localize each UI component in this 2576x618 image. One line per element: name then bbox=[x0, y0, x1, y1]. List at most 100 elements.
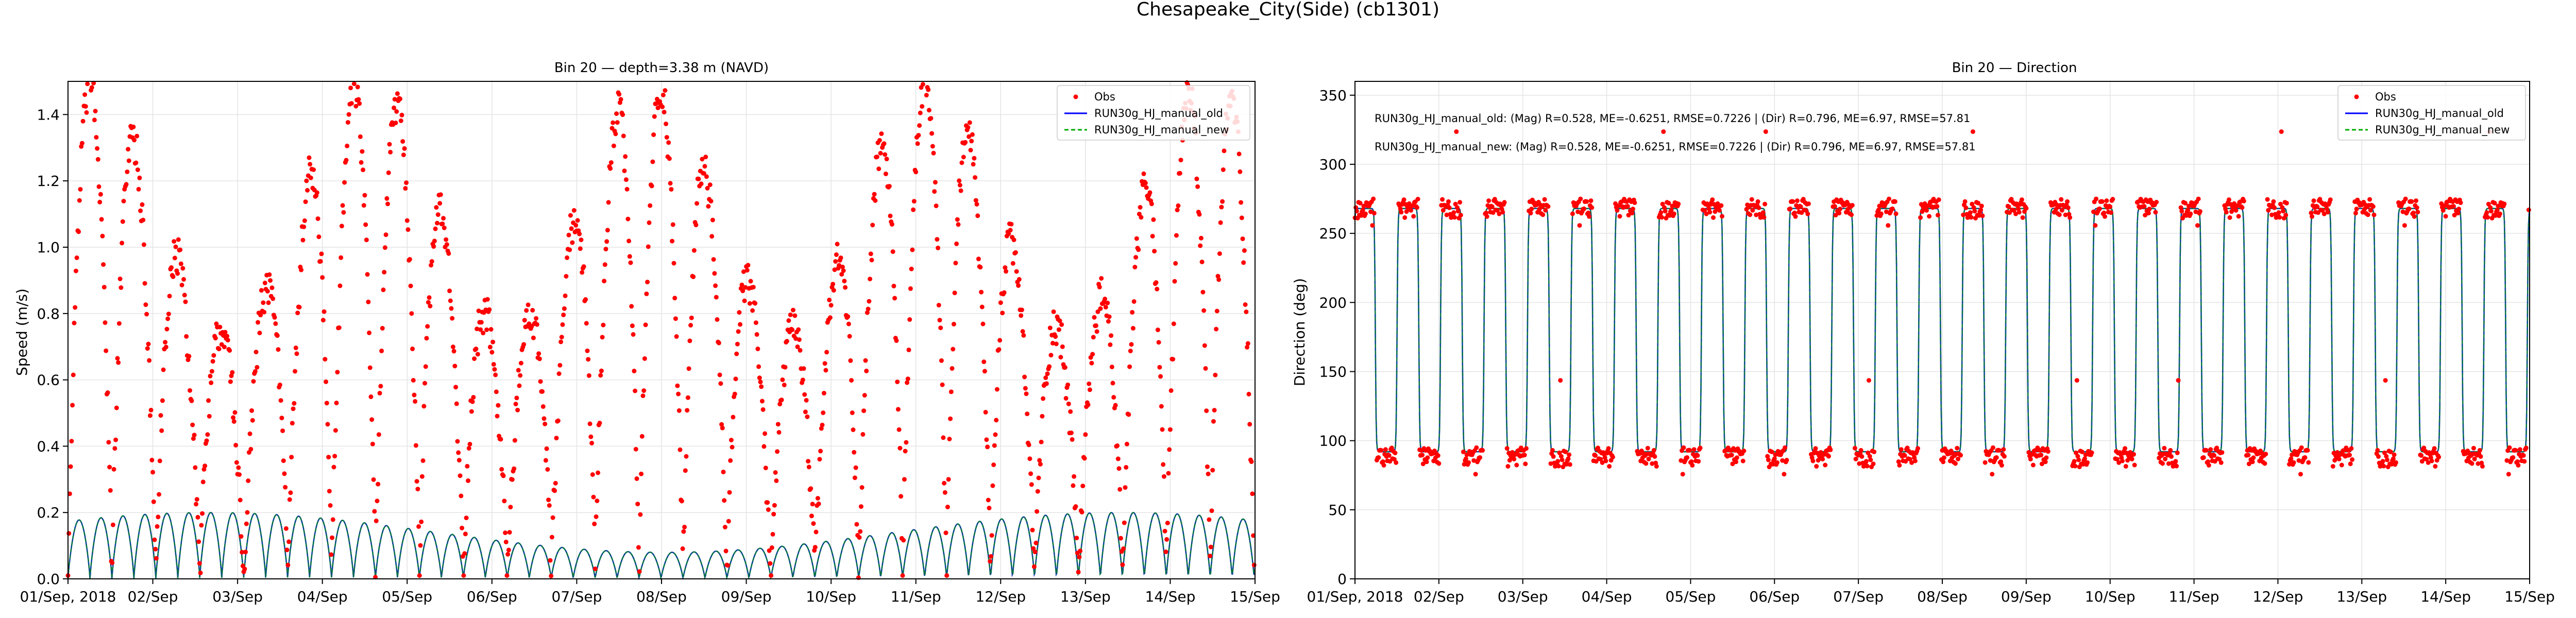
obs-point bbox=[684, 454, 689, 459]
obs-point bbox=[144, 312, 149, 317]
obs-point bbox=[761, 444, 766, 449]
obs-point bbox=[968, 121, 972, 125]
obs-point bbox=[2265, 197, 2270, 202]
obs-point bbox=[1168, 427, 1173, 432]
speed-obs-points bbox=[66, 80, 1257, 580]
obs-point bbox=[832, 288, 836, 293]
obs-point bbox=[1524, 446, 1529, 451]
obs-point bbox=[537, 356, 542, 361]
obs-point bbox=[989, 554, 993, 559]
obs-point bbox=[1529, 207, 1534, 211]
obs-point bbox=[2303, 455, 2308, 460]
obs-point bbox=[365, 272, 370, 277]
obs-point bbox=[1116, 456, 1121, 461]
obs-point bbox=[749, 279, 753, 284]
obs-point bbox=[908, 286, 913, 291]
obs-point bbox=[863, 358, 868, 363]
obs-point bbox=[326, 455, 331, 459]
obs-point bbox=[226, 338, 230, 342]
obs-point bbox=[603, 262, 607, 267]
obs-point bbox=[1486, 198, 1491, 203]
legend-marker-obs bbox=[2354, 95, 2359, 99]
obs-point bbox=[1927, 214, 1931, 219]
obs-point bbox=[1028, 471, 1033, 476]
obs-point bbox=[1681, 445, 1686, 450]
obs-point bbox=[910, 248, 914, 252]
obs-point bbox=[285, 563, 290, 568]
obs-point bbox=[1850, 203, 1855, 208]
y-tick-label: 50 bbox=[1328, 502, 1347, 519]
obs-point bbox=[1793, 214, 1798, 219]
obs-point bbox=[984, 410, 988, 415]
obs-point bbox=[917, 123, 922, 128]
obs-point bbox=[1690, 463, 1694, 468]
obs-point bbox=[984, 437, 989, 442]
obs-point bbox=[2385, 458, 2389, 462]
obs-point bbox=[1582, 207, 1586, 211]
obs-point bbox=[1017, 277, 1022, 282]
obs-point bbox=[363, 193, 367, 198]
obs-point bbox=[2103, 214, 2107, 219]
obs-point bbox=[437, 201, 442, 205]
obs-point bbox=[761, 407, 766, 412]
obs-point bbox=[813, 545, 818, 550]
obs-point bbox=[173, 256, 177, 261]
obs-point bbox=[639, 472, 643, 476]
obs-point bbox=[2350, 457, 2354, 462]
obs-point bbox=[842, 279, 846, 283]
obs-point bbox=[1436, 461, 1441, 466]
obs-point bbox=[877, 138, 882, 143]
obs-point bbox=[1630, 211, 1634, 215]
obs-point bbox=[834, 252, 839, 257]
obs-point bbox=[1478, 455, 1482, 460]
obs-point bbox=[299, 268, 303, 272]
obs-point bbox=[281, 458, 286, 463]
obs-point bbox=[757, 375, 762, 380]
obs-point bbox=[1082, 456, 1087, 461]
obs-point bbox=[1490, 204, 1495, 209]
obs-point bbox=[565, 255, 569, 260]
y-tick-label: 100 bbox=[1319, 433, 1347, 450]
obs-point bbox=[96, 157, 100, 162]
obs-point bbox=[1999, 463, 2004, 468]
obs-point bbox=[1013, 250, 1018, 255]
obs-point bbox=[990, 533, 994, 538]
obs-point bbox=[270, 285, 275, 290]
obs-point bbox=[561, 313, 566, 317]
obs-point bbox=[873, 198, 877, 203]
obs-point bbox=[1176, 203, 1180, 208]
obs-point bbox=[1762, 202, 1767, 207]
obs-point bbox=[712, 271, 717, 276]
obs-point bbox=[1107, 315, 1112, 319]
obs-point bbox=[201, 479, 206, 484]
obs-point bbox=[754, 320, 758, 325]
obs-point bbox=[594, 514, 599, 519]
obs-point bbox=[982, 369, 987, 373]
obs-point bbox=[1833, 204, 1837, 209]
y-tick-label: 200 bbox=[1319, 294, 1347, 311]
obs-point bbox=[1198, 244, 1202, 248]
obs-point bbox=[72, 321, 77, 325]
obs-point bbox=[677, 408, 682, 413]
obs-point bbox=[992, 443, 997, 448]
obs-point bbox=[476, 352, 480, 356]
obs-point bbox=[94, 135, 98, 140]
obs-point bbox=[1115, 443, 1120, 448]
obs-point bbox=[1505, 464, 1510, 469]
obs-point bbox=[644, 291, 649, 296]
obs-point bbox=[2076, 458, 2081, 462]
obs-point bbox=[2212, 453, 2216, 458]
obs-point bbox=[268, 278, 273, 283]
obs-point bbox=[335, 370, 340, 374]
obs-point bbox=[388, 150, 393, 154]
obs-point bbox=[579, 237, 584, 242]
obs-point bbox=[2147, 207, 2152, 211]
obs-point bbox=[681, 529, 686, 534]
obs-point bbox=[1750, 208, 1755, 213]
obs-point bbox=[686, 396, 690, 400]
obs-point bbox=[1221, 167, 1226, 172]
obs-point bbox=[505, 552, 510, 557]
obs-point bbox=[195, 497, 199, 502]
obs-point bbox=[188, 388, 192, 393]
obs-point bbox=[582, 264, 586, 269]
